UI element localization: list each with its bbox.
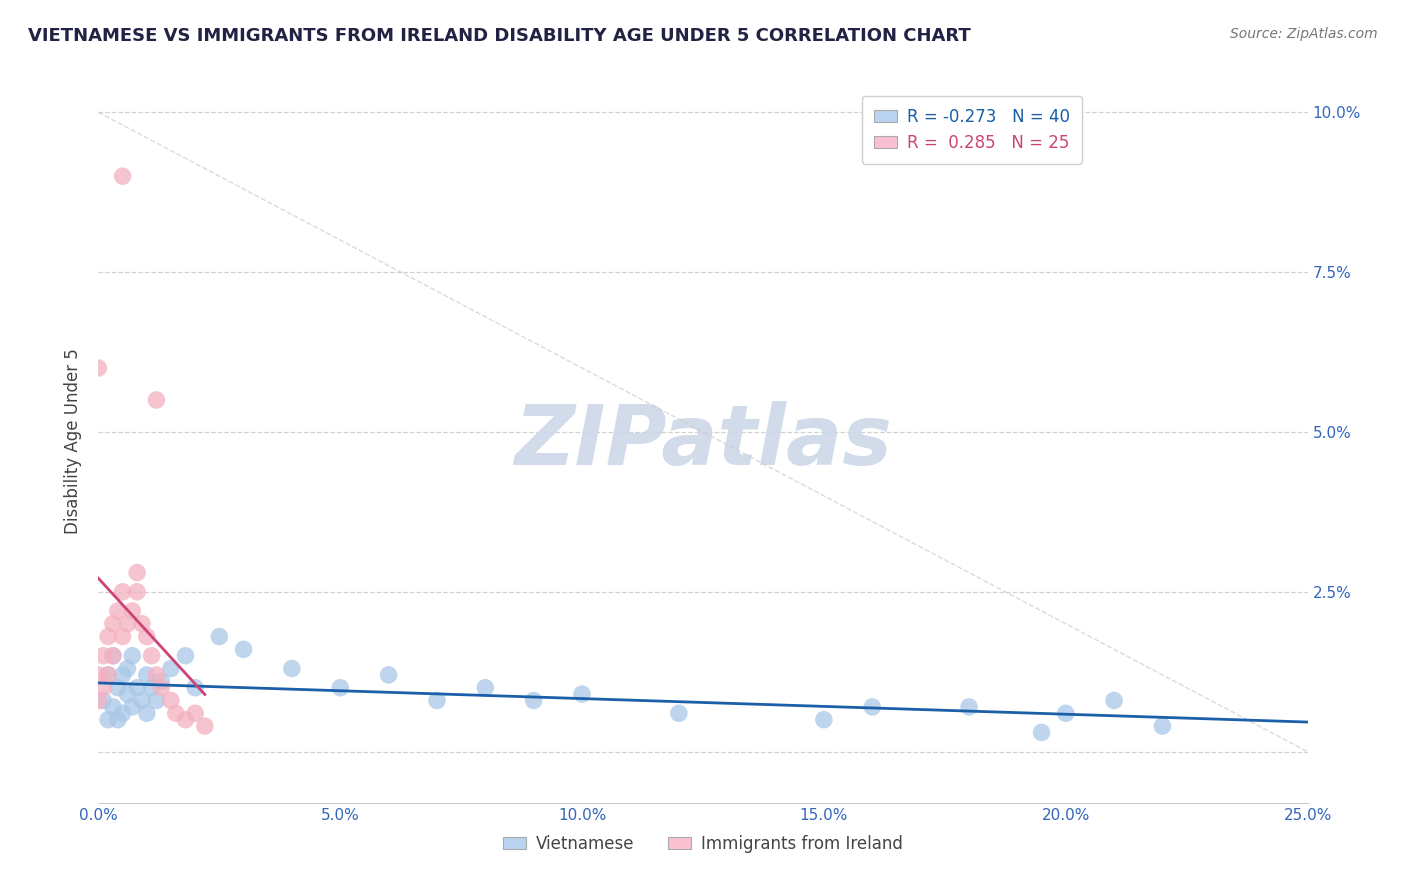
Point — [127, 584, 149, 599]
Point — [150, 681, 173, 695]
Point — [377, 668, 399, 682]
Point — [87, 361, 110, 376]
Point — [107, 681, 129, 695]
Point — [111, 169, 134, 184]
Point — [145, 693, 167, 707]
Point — [135, 630, 157, 644]
Point — [97, 630, 120, 644]
Point — [91, 693, 114, 707]
Point — [1054, 706, 1077, 721]
Point — [127, 566, 149, 580]
Point — [523, 693, 546, 707]
Legend: Vietnamese, Immigrants from Ireland: Vietnamese, Immigrants from Ireland — [496, 828, 910, 860]
Point — [135, 706, 157, 721]
Point — [474, 681, 496, 695]
Point — [813, 713, 835, 727]
Point — [117, 616, 139, 631]
Text: Source: ZipAtlas.com: Source: ZipAtlas.com — [1230, 27, 1378, 41]
Text: ZIPatlas: ZIPatlas — [515, 401, 891, 482]
Point — [121, 699, 143, 714]
Point — [668, 706, 690, 721]
Point — [1102, 693, 1125, 707]
Point — [1152, 719, 1174, 733]
Point — [87, 693, 110, 707]
Point — [184, 706, 207, 721]
Point — [160, 693, 183, 707]
Y-axis label: Disability Age Under 5: Disability Age Under 5 — [65, 349, 83, 534]
Point — [97, 713, 120, 727]
Point — [131, 693, 153, 707]
Point — [860, 699, 883, 714]
Point — [232, 642, 254, 657]
Point — [1031, 725, 1053, 739]
Point — [194, 719, 217, 733]
Point — [145, 392, 167, 407]
Point — [97, 668, 120, 682]
Point — [571, 687, 593, 701]
Point — [281, 661, 304, 675]
Point — [91, 648, 114, 663]
Point — [127, 681, 149, 695]
Point — [145, 668, 167, 682]
Point — [121, 648, 143, 663]
Point — [111, 668, 134, 682]
Point — [91, 681, 114, 695]
Point — [135, 668, 157, 682]
Point — [107, 604, 129, 618]
Point — [141, 681, 163, 695]
Point — [107, 713, 129, 727]
Point — [160, 661, 183, 675]
Point — [87, 668, 110, 682]
Point — [111, 706, 134, 721]
Point — [957, 699, 980, 714]
Point — [101, 648, 124, 663]
Point — [165, 706, 187, 721]
Point — [101, 648, 124, 663]
Point — [117, 687, 139, 701]
Point — [208, 630, 231, 644]
Point — [150, 674, 173, 689]
Point — [101, 699, 124, 714]
Point — [131, 616, 153, 631]
Point — [174, 648, 197, 663]
Point — [117, 661, 139, 675]
Point — [97, 668, 120, 682]
Point — [111, 584, 134, 599]
Point — [329, 681, 352, 695]
Point — [174, 713, 197, 727]
Point — [121, 604, 143, 618]
Point — [426, 693, 449, 707]
Text: VIETNAMESE VS IMMIGRANTS FROM IRELAND DISABILITY AGE UNDER 5 CORRELATION CHART: VIETNAMESE VS IMMIGRANTS FROM IRELAND DI… — [28, 27, 972, 45]
Point — [141, 648, 163, 663]
Point — [184, 681, 207, 695]
Point — [111, 630, 134, 644]
Point — [101, 616, 124, 631]
